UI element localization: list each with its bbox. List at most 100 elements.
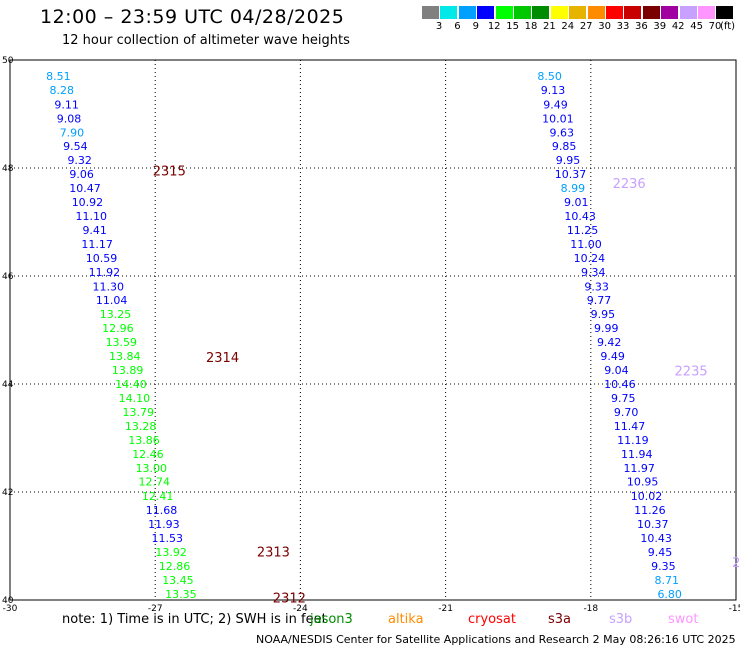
wave-height-point: 13.35 [165,588,197,601]
legend-label: 42 [671,21,685,32]
x-tick-label: -21 [438,604,453,614]
wave-height-point: 11.19 [617,434,649,447]
wave-height-point: 12.41 [142,490,174,503]
wave-height-point: 10.92 [72,196,104,209]
legend-swatch [477,6,495,19]
wave-height-point: 10.43 [564,210,596,223]
wave-height-point: 11.17 [81,238,113,251]
wave-height-point: 13.45 [162,574,194,587]
wave-height-point: 9.13 [541,84,566,97]
wave-height-point: 11.47 [614,420,646,433]
x-tick-label: -24 [293,604,308,614]
x-tick-label: -30 [3,604,18,614]
wave-height-point: 13.25 [100,308,132,321]
wave-height-point: 9.95 [556,154,581,167]
wave-height-point: 9.33 [584,280,609,293]
x-tick-label: -27 [148,604,163,614]
wave-height-point: 12.74 [138,476,170,489]
legend-swatch [606,6,623,19]
wave-height-point: 10.02 [631,490,663,503]
wave-height-point: 11.53 [152,532,184,545]
legend-swatch [587,6,605,19]
y-tick-label: 48 [2,164,14,174]
legend-label: 70 [708,21,722,32]
wave-height-point: 9.95 [591,308,616,321]
wave-height-point: 13.92 [155,546,187,559]
wave-height-point: 10.95 [627,476,659,489]
wave-height-point: 9.54 [63,140,88,153]
wave-height-point: 13.28 [125,420,157,433]
wave-height-point: 11.00 [570,238,602,251]
wave-height-point: 10.24 [574,252,606,265]
wave-height-point: 13.79 [123,406,155,419]
wave-height-point: 13.59 [106,336,138,349]
legend-swatch [514,6,531,19]
time-label: 2312 [273,591,306,606]
wave-height-point: 10.43 [640,532,672,545]
legend-label: 18 [524,21,538,32]
satellite-legend-s3b: s3b [609,612,633,627]
y-tick-label: 40 [2,596,14,606]
legend-swatch [679,6,697,19]
legend-swatch [642,6,660,19]
wave-height-point: 9.41 [82,224,107,237]
y-tick-label: 50 [2,56,14,66]
wave-height-point: 9.01 [564,196,589,209]
time-label: 2235 [675,365,708,380]
legend-swatch [495,6,513,19]
time-label: 2236 [613,177,646,192]
legend-label: 45 [690,21,703,32]
wave-height-point: 9.49 [543,98,568,111]
wave-height-point: 9.75 [611,392,636,405]
legend-swatch [698,6,715,19]
wave-height-point: 9.35 [651,560,676,573]
wave-height-point: 9.42 [597,336,622,349]
wave-height-point: 9.04 [604,364,629,377]
legend-label: 3 [435,21,443,32]
wave-height-point: 10.37 [637,518,669,531]
wave-height-point: 9.32 [67,154,92,167]
wave-height-point: 9.11 [54,98,79,111]
wave-height-point: 8.71 [655,574,680,587]
legend-swatch [550,6,568,19]
wave-height-point: 9.08 [57,112,82,125]
wave-height-point: 11.26 [634,504,666,517]
wave-height-point: 10.59 [86,252,118,265]
page-subtitle: 12 hour collection of altimeter wave hei… [62,33,350,48]
footer-credit: NOAA/NESDIS Center for Satellite Applica… [256,633,736,646]
wave-height-point: 9.06 [69,168,94,181]
legend-label: 21 [543,21,556,32]
legend-swatch [624,6,642,19]
satellite-legend-swot: swot [668,612,699,627]
legend-swatch [532,6,550,19]
wave-height-point: 13.89 [112,364,144,377]
wave-height-point: 14.10 [119,392,151,405]
legend-label: 33 [616,21,630,32]
wave-height-point: 9.45 [648,546,673,559]
satellite-legend-jason3: jason3 [310,612,353,627]
wave-height-point: 11.30 [93,280,125,293]
time-label: 2315 [153,165,186,180]
wave-height-point: 13.00 [136,462,168,475]
wave-height-point: 12.96 [102,322,134,335]
wave-height-point: 9.77 [587,294,612,307]
legend-label: 15 [506,21,519,32]
legend-label: 39 [653,21,667,32]
wave-height-point: 11.25 [567,224,599,237]
legend-label: 24 [561,21,575,32]
wave-height-point: 9.34 [581,266,606,279]
wave-height-point: 14.40 [115,378,147,391]
wave-height-point: 9.49 [600,350,625,363]
wave-height-point: 10.46 [604,378,636,391]
wave-height-point: 9.85 [552,140,577,153]
wave-height-point: 10.47 [69,182,101,195]
wave-height-point: 11.97 [623,462,655,475]
wave-height-point: 11.94 [621,448,653,461]
wave-height-point: 6.80 [657,588,682,601]
wave-height-point: 11.93 [148,518,180,531]
wave-height-point: 9.70 [614,406,639,419]
y-tick-label: 42 [2,488,13,498]
wave-height-point: 8.99 [561,182,586,195]
wave-height-point: 10.01 [542,112,574,125]
footer-note: note: 1) Time is in UTC; 2) SWH is in fe… [62,612,327,627]
